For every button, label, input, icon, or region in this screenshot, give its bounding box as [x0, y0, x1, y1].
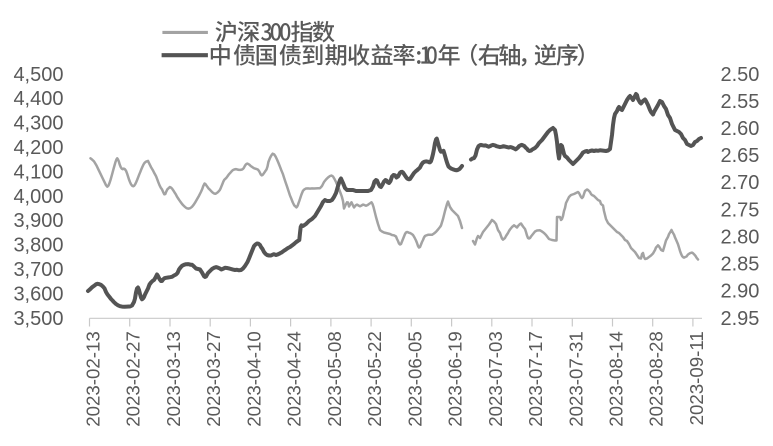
svg-text:2.55: 2.55 — [721, 91, 760, 113]
svg-text:2023-07-03: 2023-07-03 — [485, 331, 506, 427]
svg-text:2.85: 2.85 — [721, 254, 760, 276]
svg-text:2.95: 2.95 — [721, 308, 760, 330]
svg-text:2023-03-27: 2023-03-27 — [203, 331, 224, 427]
svg-text:4,500: 4,500 — [13, 64, 63, 86]
svg-text:4,300: 4,300 — [13, 113, 63, 135]
svg-text:4,400: 4,400 — [13, 88, 63, 110]
svg-text:3,500: 3,500 — [13, 308, 63, 330]
svg-text:2023-04-24: 2023-04-24 — [284, 331, 305, 427]
svg-text:2.50: 2.50 — [721, 64, 760, 86]
svg-text:2023-08-28: 2023-08-28 — [646, 331, 667, 427]
svg-text:2023-06-05: 2023-06-05 — [404, 331, 425, 427]
svg-text:2023-08-14: 2023-08-14 — [606, 331, 627, 427]
svg-text:2023-03-13: 2023-03-13 — [163, 331, 184, 427]
svg-text:2.60: 2.60 — [721, 118, 760, 140]
svg-text:2.75: 2.75 — [721, 199, 760, 221]
svg-text:2023-02-27: 2023-02-27 — [123, 331, 144, 427]
svg-text:4,200: 4,200 — [13, 137, 63, 159]
svg-text:3,600: 3,600 — [13, 283, 63, 305]
svg-text:3,700: 3,700 — [13, 259, 63, 281]
svg-text:2023-02-13: 2023-02-13 — [83, 331, 104, 427]
svg-text:2023-09-11: 2023-09-11 — [686, 331, 707, 425]
svg-text:2.65: 2.65 — [721, 145, 760, 167]
svg-text:3,900: 3,900 — [13, 210, 63, 232]
svg-text:2023-05-08: 2023-05-08 — [324, 331, 345, 427]
svg-text:4,000: 4,000 — [13, 186, 63, 208]
svg-text:4,100: 4,100 — [13, 161, 63, 183]
svg-text:2023-05-22: 2023-05-22 — [364, 331, 385, 427]
svg-text:2023-07-17: 2023-07-17 — [525, 331, 546, 427]
svg-text:2.70: 2.70 — [721, 172, 760, 194]
svg-text:2023-07-31: 2023-07-31 — [565, 331, 586, 427]
svg-text:2023-06-19: 2023-06-19 — [445, 331, 466, 427]
svg-text:2.90: 2.90 — [721, 281, 760, 303]
svg-text:2.80: 2.80 — [721, 227, 760, 249]
svg-text:2023-04-10: 2023-04-10 — [243, 331, 264, 427]
svg-text:3,800: 3,800 — [13, 235, 63, 257]
